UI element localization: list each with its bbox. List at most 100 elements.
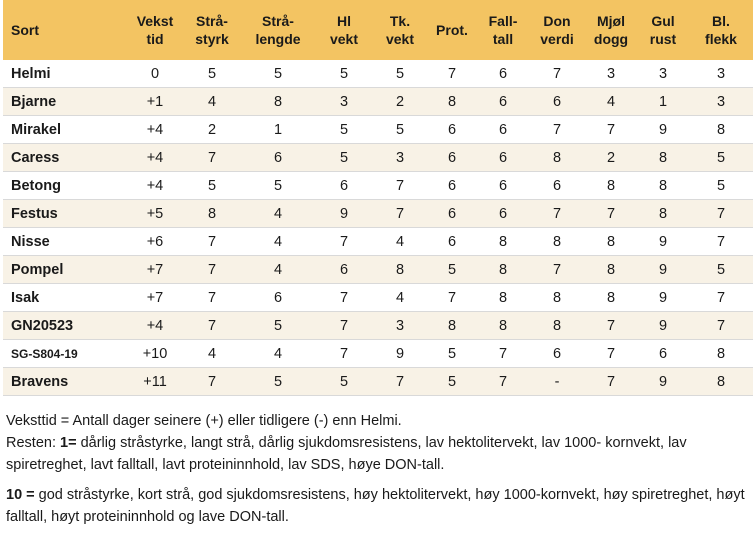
cell: 7 [315, 311, 373, 340]
cell: 7 [585, 199, 637, 228]
header-text: Don [543, 13, 571, 29]
table-row: GN20523 +4 7 5 7 3 8 8 8 7 9 7 [3, 311, 753, 340]
header-text: verdi [540, 31, 574, 47]
cell: 7 [183, 283, 241, 312]
cell: 1 [637, 87, 689, 116]
table-row: Nisse +6 7 4 7 4 6 8 8 8 9 7 [3, 227, 753, 256]
cell: 9 [373, 339, 427, 368]
cell: 8 [529, 227, 585, 256]
header-text: styrk [195, 31, 229, 47]
note: Veksttid = Antall dager seinere (+) elle… [6, 413, 402, 429]
table-body: Helmi 0 5 5 5 5 7 6 7 3 3 3 Bjarne +1 4 8 3 2 8 6 6 4 1 3 Mirake… [3, 60, 753, 396]
cell: +7 [127, 255, 183, 284]
cell: 6 [427, 199, 477, 228]
cell: 8 [183, 199, 241, 228]
header-text: rust [649, 31, 677, 47]
table-row: Bjarne +1 4 8 3 2 8 6 6 4 1 3 [3, 87, 753, 116]
cell: 8 [529, 311, 585, 340]
cell: 5 [427, 339, 477, 368]
header-cell: Bl. flekk [689, 0, 753, 60]
note-text: god stråstyrke, kort strå, god sjukdomsr… [6, 487, 745, 525]
header-cell: Tk. vekt [373, 0, 427, 60]
note: Resten: 1= dårlig stråstyrke, langt strå… [6, 432, 746, 476]
cell: 3 [585, 60, 637, 88]
cell: 4 [241, 339, 315, 368]
cell: +4 [127, 143, 183, 172]
cell: 5 [315, 367, 373, 396]
cell: 9 [637, 283, 689, 312]
cell: 9 [637, 255, 689, 284]
cell: 0 [127, 60, 183, 88]
cell: 4 [183, 87, 241, 116]
cell: 8 [427, 87, 477, 116]
cell: 4 [241, 227, 315, 256]
cell: 7 [585, 339, 637, 368]
header-text: tid [146, 31, 164, 47]
header-text: Bl. [712, 13, 730, 29]
cell: 6 [477, 143, 529, 172]
cell: 5 [427, 255, 477, 284]
header-cell: Mjøl dogg [585, 0, 637, 60]
cell: 6 [477, 171, 529, 200]
header-text: tall [492, 31, 514, 47]
cell: 5 [241, 311, 315, 340]
variety-name: Nisse [3, 227, 127, 256]
variety-name: Betong [3, 171, 127, 200]
cell: 2 [183, 115, 241, 144]
variety-name: Bravens [3, 367, 127, 396]
header-text: Fall- [488, 13, 518, 29]
cell: 8 [477, 311, 529, 340]
cell: 5 [241, 171, 315, 200]
cell: 8 [529, 283, 585, 312]
header-cell: Fall-tall [477, 0, 529, 60]
header-text: Mjøl [597, 13, 625, 29]
header-text: flekk [705, 31, 737, 47]
cell: 5 [315, 143, 373, 172]
cell: 7 [689, 227, 753, 256]
cell: 6 [427, 171, 477, 200]
note-bold: 1= [60, 435, 77, 451]
cell: 7 [183, 311, 241, 340]
cell: 5 [689, 143, 753, 172]
cell: 6 [241, 283, 315, 312]
cell: 3 [689, 87, 753, 116]
cell: 7 [689, 199, 753, 228]
cell: 5 [183, 171, 241, 200]
cell: 9 [637, 367, 689, 396]
cell: 2 [585, 143, 637, 172]
cell: 6 [427, 143, 477, 172]
header-text: lengde [255, 31, 301, 47]
header-text: dogg [593, 31, 629, 47]
header-cell: Hl vekt [315, 0, 373, 60]
cell: 7 [477, 339, 529, 368]
cell: 5 [427, 367, 477, 396]
cell: 7 [183, 227, 241, 256]
header-text: Strå- [196, 13, 228, 29]
cell: 3 [637, 60, 689, 88]
cell: 8 [637, 143, 689, 172]
variety-name: SG-S804-19 [3, 339, 127, 368]
notes: Veksttid = Antall dager seinere (+) elle… [6, 410, 746, 528]
cell: +4 [127, 115, 183, 144]
cell: 6 [241, 143, 315, 172]
variety-name: Helmi [3, 60, 127, 88]
variety-name: Pompel [3, 255, 127, 284]
cell: 8 [373, 255, 427, 284]
cell: 6 [477, 60, 529, 88]
cell: 5 [373, 115, 427, 144]
cell: 7 [477, 367, 529, 396]
cell: 8 [585, 227, 637, 256]
cell: 6 [477, 115, 529, 144]
cell: 3 [373, 143, 427, 172]
cell: 4 [585, 87, 637, 116]
header-cell: Don verdi [529, 0, 585, 60]
cell: 5 [183, 60, 241, 88]
cell: 8 [689, 367, 753, 396]
table-row: Festus +5 8 4 9 7 6 6 7 7 8 7 [3, 199, 753, 228]
header-text: Hl [337, 13, 351, 29]
note-text: Resten: [6, 435, 56, 451]
cell: 9 [315, 199, 373, 228]
cell: 8 [477, 255, 529, 284]
header-cell: Gul rust [637, 0, 689, 60]
cell: 7 [373, 199, 427, 228]
